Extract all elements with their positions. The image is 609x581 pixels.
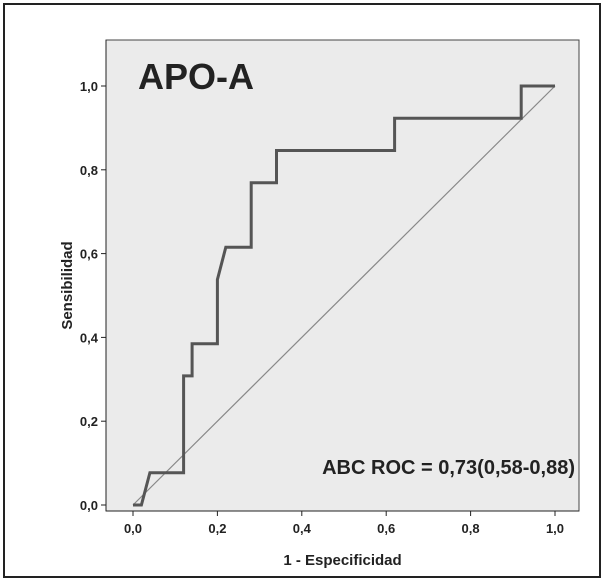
x-axis-title: 1 - Especificidad	[283, 552, 401, 569]
x-tick-label: 0,0	[124, 521, 142, 536]
chart-frame: 0,0 0,2 0,4 0,6 0,8 1,0 0,0 0,2 0,4 0,6 0,8 1,0 AP…	[3, 3, 601, 578]
y-tick-label: 0,8	[80, 163, 98, 178]
y-axis-title: Sensibilidad	[59, 241, 76, 329]
y-tick-label: 0,4	[80, 330, 99, 345]
y-tick-label: 0,6	[80, 247, 98, 262]
y-axis-ticks: 0,0 0,2 0,4 0,6 0,8 1,0	[80, 79, 106, 513]
y-tick-label: 0,2	[80, 414, 98, 429]
y-tick-label: 1,0	[80, 79, 98, 94]
x-tick-label: 0,4	[293, 521, 312, 536]
roc-chart: 0,0 0,2 0,4 0,6 0,8 1,0 0,0 0,2 0,4 0,6 0,8 1,0 AP…	[59, 39, 580, 569]
auc-annotation: ABC ROC = 0,73(0,58-0,88)	[322, 457, 575, 479]
x-tick-label: 0,2	[208, 521, 226, 536]
x-tick-label: 1,0	[546, 521, 564, 536]
chart-title: APO-A	[138, 56, 254, 97]
x-tick-label: 0,8	[462, 521, 480, 536]
plot-area	[105, 39, 580, 512]
roc-curve-line	[133, 84, 555, 507]
reference-diagonal-line	[132, 85, 556, 506]
x-tick-label: 0,6	[377, 521, 395, 536]
y-tick-label: 0,0	[80, 498, 98, 513]
x-axis-ticks: 0,0 0,2 0,4 0,6 0,8 1,0	[124, 511, 564, 536]
